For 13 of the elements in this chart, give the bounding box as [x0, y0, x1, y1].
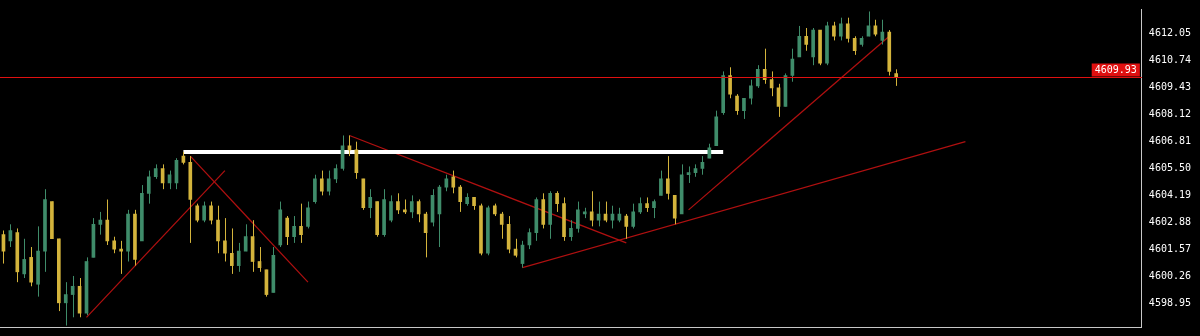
y-tick-label: 4608.12: [1148, 107, 1192, 119]
y-tick-label: 4604.19: [1148, 189, 1192, 201]
y-tick-label: 4598.95: [1148, 297, 1192, 309]
ref-line-label: 4609.93: [1094, 63, 1137, 75]
y-tick-label: 4605.50: [1148, 162, 1192, 174]
y-tick-label: 4601.57: [1148, 243, 1192, 255]
y-tick-label: 4600.26: [1148, 270, 1192, 282]
y-tick-label: 4602.88: [1148, 216, 1192, 228]
y-tick-label: 4609.43: [1148, 80, 1192, 92]
y-tick-label: 4606.81: [1148, 135, 1192, 147]
candlestick: [50, 201, 54, 240]
y-tick-label: 4612.05: [1148, 26, 1192, 38]
y-tick-label: 4610.74: [1148, 53, 1192, 65]
